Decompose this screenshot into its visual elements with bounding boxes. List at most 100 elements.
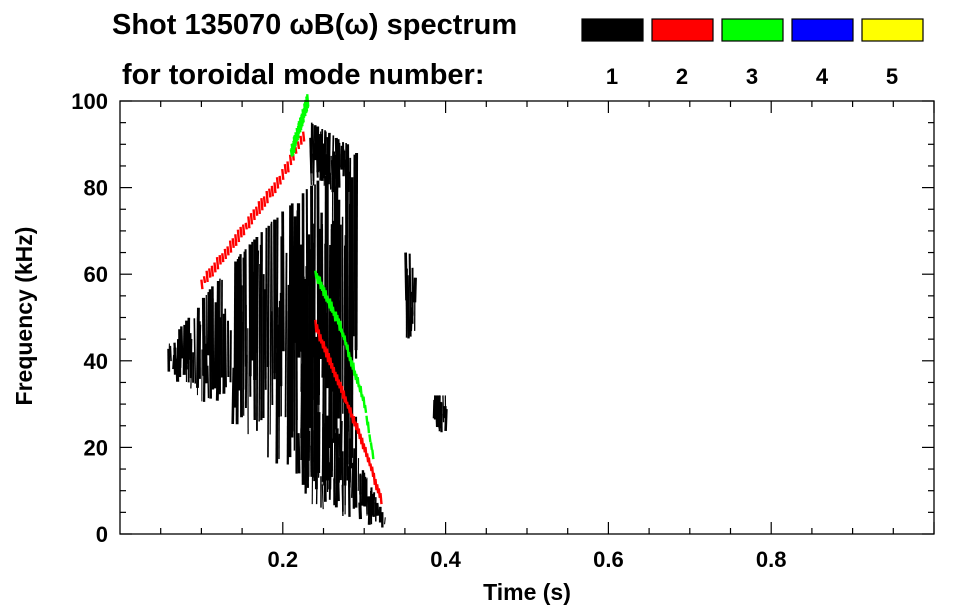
mode-trace-point [213,262,217,273]
spectral-streak [317,228,321,405]
spectral-streak [346,176,349,192]
mode-trace-point [252,209,256,221]
y-tick-label: 40 [84,349,108,374]
series-mode-1-3 [404,252,417,339]
spectral-streak [353,458,358,508]
y-tick-label: 100 [71,89,108,114]
spectral-streak [216,281,220,383]
mode-trace-point [320,339,325,349]
mode-trace-point [299,135,303,145]
legend-swatch-5 [861,18,924,42]
mode-trace-point [283,164,288,175]
mode-trace-point [337,379,341,389]
spectral-streak [190,359,193,389]
mode-trace-point [317,329,321,342]
spectral-streak [278,300,281,460]
legend-label-2: 2 [676,64,688,89]
mode-trace-point [327,298,331,309]
legend-label-3: 3 [746,64,758,89]
spectral-streak [330,155,332,189]
spectral-streak [267,300,270,458]
spectral-streak [358,502,363,520]
spectral-streak [231,367,236,425]
mode-trace-point [236,229,241,243]
chart-title-line1: Shot 135070 ωB(ω) spectrum [112,9,517,41]
spectral-streak [336,465,340,502]
mode-trace-point [333,311,337,322]
mode-trace-point [202,276,207,284]
spectral-streak [375,502,380,516]
mode-trace-point [286,161,290,173]
spectral-streak [409,307,413,332]
mode-trace-point [215,257,220,270]
series-mode-1-0 [167,152,359,507]
mode-trace-point [228,240,233,253]
mode-trace-point [360,437,365,450]
mode-trace-point [369,442,374,451]
spectral-streak [207,365,210,399]
spectral-streak [213,302,218,389]
mode-trace-point [273,182,277,194]
spectral-streak [442,395,445,423]
mode-trace-point [368,434,372,443]
spectral-streak [273,219,276,362]
mode-trace-point [221,253,225,263]
mode-trace-point [265,190,269,204]
series-mode-3-8 [314,270,375,460]
mode-trace-point [296,141,301,150]
mode-trace-point [366,421,371,434]
spectral-streak [240,321,243,407]
y-tick-label: 60 [84,262,108,287]
legend-swatch-4 [791,18,854,42]
spectral-streak [175,358,180,382]
mode-trace-point [365,453,370,463]
y-axis-label: Frequency (kHz) [11,227,37,406]
spectral-streak [233,261,238,408]
spectral-streak [444,409,448,431]
axis-ticks [120,100,935,535]
spectral-streak [342,142,345,176]
mode-trace-point [210,265,215,277]
spectral-streak [255,250,260,353]
mode-trace-point [239,226,243,238]
spectral-streak [432,399,435,419]
x-tick-label: 0.4 [430,547,461,572]
mode-trace-point [260,198,264,211]
mode-trace-point [270,185,275,197]
mode-trace-point [327,352,331,366]
mode-trace-point [359,433,363,445]
mode-trace-point [339,381,343,393]
mode-trace-point [342,390,346,403]
mode-trace-point [205,270,209,283]
spectral-streak [323,130,326,174]
spectral-streak [284,252,288,418]
mode-trace-point [231,238,235,248]
spectral-streak [380,515,383,524]
mode-trace-point [363,404,368,414]
spectral-streak [351,462,354,498]
mode-trace-point [324,346,328,358]
spectral-streak [321,484,324,510]
y-tick-label: 80 [84,176,108,201]
spectral-streak [259,244,263,400]
legend-label-4: 4 [816,64,829,89]
spectral-streak [275,324,279,464]
spectral-streak [352,154,356,337]
spectral-streak [354,152,359,351]
mode-trace-point [325,348,330,363]
chart-title-line2: for toroidal mode number: [122,59,485,91]
spectral-streak [169,345,172,362]
x-tick-label: 0.6 [593,547,624,572]
x-tick-label: 0.8 [756,547,787,572]
mode-trace-point [226,246,230,256]
spectral-streak [173,342,177,363]
mode-trace-point [288,154,293,166]
mode-trace-point [337,318,341,331]
mode-trace-point [247,216,251,229]
series-mode-1-1 [296,407,386,528]
spectral-streak [182,324,187,375]
spectral-streak [334,137,339,179]
mode-trace-point [249,213,254,225]
spectral-streak [322,413,324,486]
spectral-streak [316,412,320,466]
